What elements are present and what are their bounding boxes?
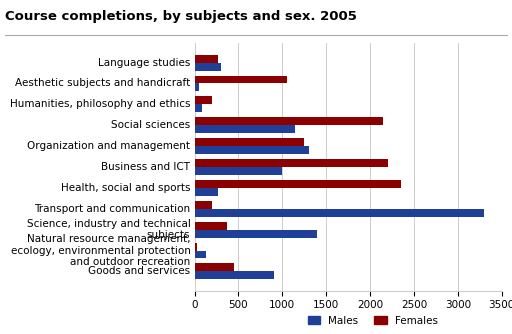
Text: Course completions, by subjects and sex. 2005: Course completions, by subjects and sex.… [5, 10, 357, 23]
Bar [195, 84, 199, 92]
Bar [195, 222, 227, 230]
Bar [195, 209, 484, 217]
Bar [195, 230, 317, 237]
Bar [195, 125, 295, 133]
Bar [195, 242, 197, 250]
Bar [195, 188, 218, 196]
Bar [195, 138, 304, 146]
Legend: Males, Females: Males, Females [304, 312, 442, 330]
Bar [195, 167, 282, 175]
Bar [195, 55, 218, 62]
Bar [195, 117, 383, 125]
Bar [195, 264, 234, 272]
Bar [195, 201, 212, 209]
Bar [195, 75, 287, 84]
Bar [195, 97, 212, 104]
Bar [195, 104, 202, 112]
Bar [195, 146, 309, 154]
Bar [195, 62, 221, 70]
Bar [195, 272, 273, 279]
Bar [195, 250, 206, 259]
Bar [195, 159, 388, 167]
Bar [195, 180, 401, 188]
